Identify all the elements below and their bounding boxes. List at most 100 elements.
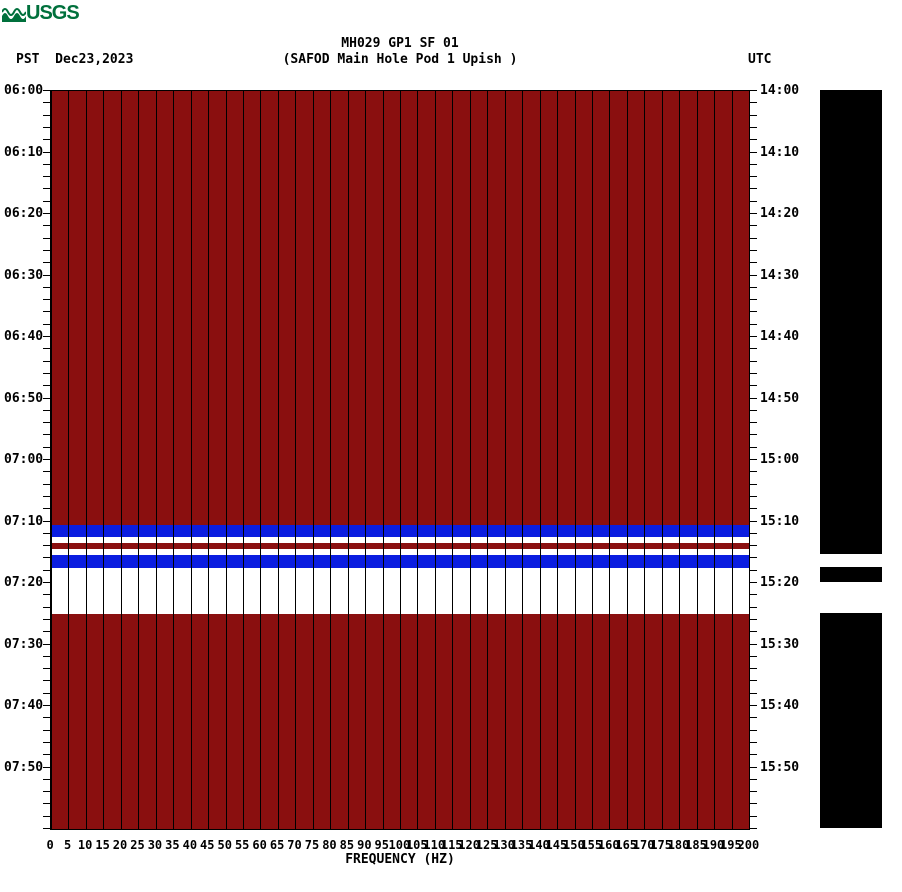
y-tick-right: [750, 803, 757, 804]
x-tick-label: 60: [252, 838, 266, 852]
y-tick-left: [43, 90, 50, 91]
y-label-pst: 06:20: [4, 206, 43, 221]
y-tick-left: [43, 422, 50, 423]
y-tick-right: [750, 767, 757, 768]
y-tick-right: [750, 385, 757, 386]
y-tick-left: [43, 717, 50, 718]
y-tick-right: [750, 311, 757, 312]
x-tick-label: 0: [47, 838, 54, 852]
x-gridline: [348, 91, 349, 829]
y-label-utc: 15:30: [760, 637, 799, 652]
y-tick-left: [43, 336, 50, 337]
x-gridline: [540, 91, 541, 829]
y-label-utc: 14:00: [760, 83, 799, 98]
y-tick-right: [750, 533, 757, 534]
y-tick-right: [750, 656, 757, 657]
x-tick-label: 80: [322, 838, 336, 852]
y-tick-left: [43, 311, 50, 312]
y-tick-left: [43, 410, 50, 411]
right-timezone-label: UTC: [748, 52, 771, 67]
y-tick-left: [43, 385, 50, 386]
x-gridline: [103, 91, 104, 829]
y-tick-right: [750, 717, 757, 718]
y-tick-right: [750, 779, 757, 780]
x-gridline: [417, 91, 418, 829]
y-tick-right: [750, 102, 757, 103]
x-tick-label: 5: [64, 838, 71, 852]
y-tick-left: [43, 164, 50, 165]
sidebar-band: [820, 582, 882, 613]
x-gridline: [330, 91, 331, 829]
y-tick-right: [750, 188, 757, 189]
y-tick-left: [43, 619, 50, 620]
y-tick-left: [43, 484, 50, 485]
sidebar-plot: [820, 90, 882, 830]
x-gridline: [51, 91, 52, 829]
y-tick-right: [750, 594, 757, 595]
y-tick-right: [750, 127, 757, 128]
x-gridline: [365, 91, 366, 829]
x-gridline: [278, 91, 279, 829]
x-gridline: [226, 91, 227, 829]
y-label-pst: 07:50: [4, 760, 43, 775]
x-gridline: [400, 91, 401, 829]
y-tick-right: [750, 705, 757, 706]
y-tick-right: [750, 447, 757, 448]
chart-title: MH029 GP1 SF 01: [0, 36, 800, 51]
y-tick-left: [43, 447, 50, 448]
y-tick-left: [43, 828, 50, 829]
y-tick-right: [750, 742, 757, 743]
x-tick-label: 20: [113, 838, 127, 852]
y-tick-right: [750, 791, 757, 792]
x-gridline: [487, 91, 488, 829]
y-label-pst: 07:20: [4, 575, 43, 590]
y-tick-right: [750, 275, 757, 276]
y-tick-left: [43, 754, 50, 755]
y-label-pst: 06:10: [4, 145, 43, 160]
sidebar-band: [820, 554, 882, 566]
y-tick-right: [750, 139, 757, 140]
x-gridline: [243, 91, 244, 829]
y-tick-right: [750, 508, 757, 509]
sidebar-band: [820, 613, 882, 828]
x-gridline: [191, 91, 192, 829]
y-tick-left: [43, 398, 50, 399]
y-label-pst: 06:40: [4, 329, 43, 344]
y-tick-right: [750, 668, 757, 669]
y-tick-right: [750, 570, 757, 571]
x-gridline: [697, 91, 698, 829]
y-tick-right: [750, 201, 757, 202]
y-label-utc: 15:10: [760, 514, 799, 529]
y-tick-left: [43, 373, 50, 374]
y-tick-left: [43, 656, 50, 657]
y-tick-right: [750, 361, 757, 362]
y-label-pst: 07:10: [4, 514, 43, 529]
y-tick-left: [43, 201, 50, 202]
y-tick-right: [750, 410, 757, 411]
y-tick-left: [43, 188, 50, 189]
y-tick-right: [750, 484, 757, 485]
y-tick-left: [43, 705, 50, 706]
y-tick-right: [750, 434, 757, 435]
y-tick-left: [43, 693, 50, 694]
x-gridline: [68, 91, 69, 829]
y-tick-right: [750, 324, 757, 325]
y-tick-right: [750, 152, 757, 153]
y-tick-left: [43, 102, 50, 103]
y-tick-left: [43, 139, 50, 140]
y-tick-right: [750, 225, 757, 226]
x-gridline: [138, 91, 139, 829]
y-label-utc: 14:30: [760, 268, 799, 283]
y-tick-left: [43, 176, 50, 177]
y-tick-right: [750, 816, 757, 817]
y-tick-right: [750, 250, 757, 251]
y-tick-left: [43, 238, 50, 239]
y-tick-left: [43, 250, 50, 251]
x-gridline: [732, 91, 733, 829]
y-tick-left: [43, 521, 50, 522]
y-tick-left: [43, 152, 50, 153]
y-tick-right: [750, 373, 757, 374]
x-gridline: [522, 91, 523, 829]
y-tick-right: [750, 398, 757, 399]
y-label-pst: 06:00: [4, 83, 43, 98]
